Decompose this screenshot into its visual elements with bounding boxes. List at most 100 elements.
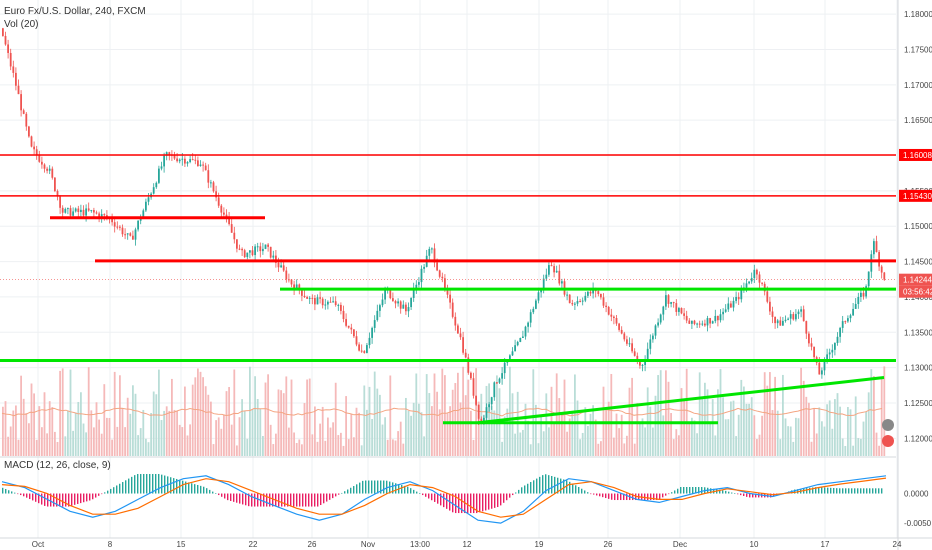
- candle-body: [665, 295, 667, 307]
- volume-bar: [259, 408, 262, 456]
- candle-body: [680, 308, 683, 314]
- volume-bar: [428, 393, 431, 456]
- last-price-tag: 1.14244: [903, 276, 932, 285]
- macd-histogram-bar: [659, 493, 661, 500]
- macd-histogram-bar: [266, 493, 268, 507]
- candle-body: [168, 152, 171, 155]
- volume-bar: [28, 423, 30, 456]
- candle-body: [246, 252, 249, 258]
- candle-body: [329, 301, 332, 303]
- volume-bar: [316, 441, 319, 456]
- x-tick-label: 13:00: [410, 540, 431, 549]
- candle-body: [503, 362, 506, 374]
- macd-histogram-bar: [509, 493, 511, 498]
- candle-body: [810, 343, 813, 347]
- macd-histogram-bar: [299, 493, 301, 507]
- macd-histogram-bar: [512, 493, 514, 496]
- macd-histogram-bar: [281, 493, 283, 507]
- volume-bar: [2, 406, 4, 456]
- macd-histogram-bar: [215, 493, 217, 494]
- candle-body: [709, 318, 711, 324]
- macd-histogram-bar: [353, 486, 355, 494]
- candle-body: [116, 226, 119, 228]
- macd-histogram-bar: [494, 493, 496, 508]
- volume-bar: [295, 443, 298, 456]
- candle-body: [727, 303, 730, 310]
- macd-histogram-bar: [404, 485, 406, 494]
- volume-bar: [165, 406, 168, 456]
- macd-histogram-bar: [647, 493, 649, 501]
- volume-bar: [116, 426, 119, 456]
- candle-body: [56, 191, 59, 197]
- signal-line: [1, 477, 887, 518]
- volume-bar: [238, 417, 241, 456]
- volume-bar: [67, 410, 69, 456]
- volume-bar: [98, 419, 100, 456]
- volume-bar: [262, 435, 264, 456]
- candle-body: [566, 294, 568, 296]
- macd-histogram-bar: [368, 480, 370, 494]
- volume-bar: [459, 402, 462, 456]
- macd-histogram-bar: [857, 488, 859, 494]
- volume-bar: [145, 438, 147, 456]
- macd-histogram-bar: [809, 487, 811, 494]
- candle-body: [111, 218, 113, 223]
- volume-bar: [319, 423, 321, 456]
- candle-body: [74, 208, 77, 212]
- volume-bar: [631, 377, 633, 456]
- candle-body: [527, 322, 529, 327]
- candle-body: [688, 320, 691, 324]
- volume-bar: [368, 386, 371, 456]
- y-tick-label: 1.13000: [904, 364, 932, 373]
- volume-bar: [241, 399, 243, 456]
- volume-bar: [763, 372, 766, 456]
- candle-body: [802, 309, 805, 322]
- macd-histogram-bar: [560, 478, 562, 494]
- macd-histogram-bar: [5, 489, 7, 494]
- volume-bar: [415, 373, 418, 456]
- candle-body: [207, 170, 210, 183]
- macd-histogram-bar: [56, 493, 58, 507]
- macd-histogram-bar: [491, 493, 493, 509]
- volume-bar: [506, 408, 509, 456]
- macd-histogram-bar: [584, 490, 586, 494]
- macd-histogram-bar: [737, 493, 739, 495]
- macd-histogram-bar: [380, 480, 382, 494]
- candle-body: [878, 252, 880, 267]
- macd-histogram-bar: [113, 487, 115, 494]
- volume-bar: [787, 426, 789, 456]
- candle-body: [696, 323, 698, 325]
- volume-bar: [184, 386, 186, 456]
- candle-body: [529, 312, 532, 323]
- macd-histogram-bar: [152, 473, 154, 494]
- macd-histogram-bar: [83, 493, 85, 503]
- candle-body: [576, 300, 579, 304]
- macd-histogram-bar: [257, 493, 259, 507]
- volume-bar: [80, 392, 82, 456]
- volume-bar: [774, 376, 776, 456]
- candle-body: [85, 208, 87, 216]
- volume-bar: [186, 435, 189, 456]
- macd-histogram-bar: [164, 475, 166, 494]
- volume-bar: [592, 405, 594, 456]
- macd-histogram-bar: [377, 480, 379, 494]
- candle-body: [626, 339, 628, 344]
- volume-bar: [581, 432, 584, 456]
- volume-bar: [753, 415, 756, 456]
- level-tag: 1.16008: [903, 151, 932, 160]
- candle-body: [883, 272, 886, 280]
- macd-histogram-bar: [416, 491, 418, 494]
- volume-bar: [30, 383, 33, 456]
- volume-bar: [20, 375, 22, 456]
- macd-histogram-bar: [95, 493, 97, 498]
- volume-bar: [722, 397, 724, 456]
- volume-bar: [56, 441, 59, 456]
- volume-bar: [480, 393, 483, 456]
- candle-body: [423, 266, 425, 269]
- macd-histogram-bar: [623, 493, 625, 501]
- volume-bar: [59, 370, 61, 456]
- volume-bar: [397, 431, 399, 456]
- macd-histogram-bar: [305, 493, 307, 507]
